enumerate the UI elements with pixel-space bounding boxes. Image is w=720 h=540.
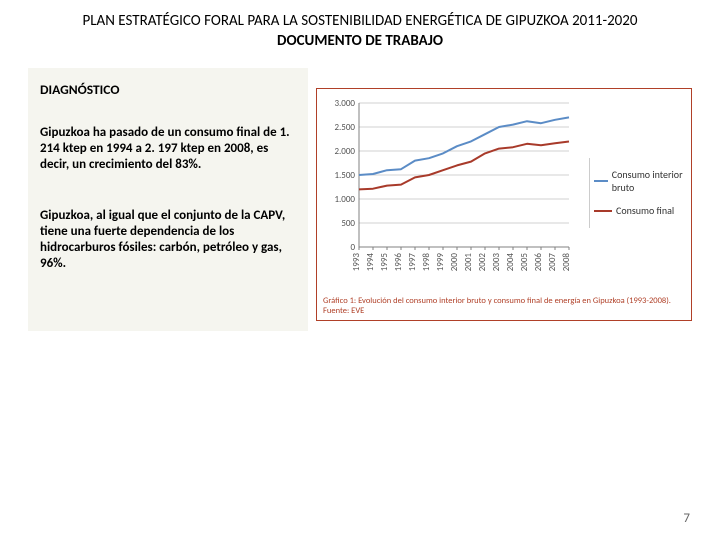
svg-text:1.500: 1.500 bbox=[334, 170, 355, 181]
svg-text:2.500: 2.500 bbox=[334, 122, 355, 133]
svg-text:1998: 1998 bbox=[421, 253, 432, 272]
legend-swatch-final bbox=[594, 210, 612, 212]
svg-text:1995: 1995 bbox=[379, 253, 390, 272]
page-title: PLAN ESTRATÉGICO FORAL PARA LA SOSTENIBI… bbox=[0, 0, 720, 32]
svg-text:2001: 2001 bbox=[463, 253, 474, 272]
legend-label-final: Consumo final bbox=[616, 204, 674, 217]
svg-text:3.000: 3.000 bbox=[334, 98, 355, 109]
svg-text:1993: 1993 bbox=[351, 253, 362, 272]
content-row: DIAGNÓSTICO Gipuzkoa ha pasado de un con… bbox=[0, 68, 720, 331]
svg-text:2003: 2003 bbox=[491, 253, 502, 272]
diagnostic-panel: DIAGNÓSTICO Gipuzkoa ha pasado de un con… bbox=[28, 68, 308, 331]
paragraph-growth: Gipuzkoa ha pasado de un consumo final d… bbox=[40, 125, 296, 174]
svg-text:2000: 2000 bbox=[449, 253, 460, 272]
svg-text:1997: 1997 bbox=[407, 253, 418, 272]
svg-text:1.000: 1.000 bbox=[334, 194, 355, 205]
page-subtitle: DOCUMENTO DE TRABAJO bbox=[0, 32, 720, 68]
svg-text:2004: 2004 bbox=[505, 253, 516, 272]
line-chart-svg: 05001.0001.5002.0002.5003.00019931994199… bbox=[323, 95, 573, 285]
svg-text:1996: 1996 bbox=[393, 253, 404, 272]
chart-inner: 05001.0001.5002.0002.5003.00019931994199… bbox=[323, 95, 685, 290]
svg-text:2.000: 2.000 bbox=[334, 146, 355, 157]
svg-text:500: 500 bbox=[341, 218, 355, 229]
paragraph-fossil: Gipuzkoa, al igual que el conjunto de la… bbox=[40, 208, 296, 273]
svg-text:1999: 1999 bbox=[435, 253, 446, 272]
chart-panel: 05001.0001.5002.0002.5003.00019931994199… bbox=[316, 68, 692, 331]
svg-text:2008: 2008 bbox=[561, 253, 572, 272]
svg-text:0: 0 bbox=[350, 242, 355, 253]
legend-swatch-bruto bbox=[594, 180, 608, 182]
svg-text:2006: 2006 bbox=[533, 253, 544, 272]
svg-text:2007: 2007 bbox=[547, 253, 558, 272]
diagnostic-heading: DIAGNÓSTICO bbox=[40, 82, 296, 99]
svg-text:2005: 2005 bbox=[519, 253, 530, 272]
chart-caption: Gráfico 1: Evolución del consumo interio… bbox=[323, 296, 685, 316]
chart-box: 05001.0001.5002.0002.5003.00019931994199… bbox=[316, 88, 692, 321]
plot-wrap: 05001.0001.5002.0002.5003.00019931994199… bbox=[323, 95, 585, 290]
legend-label-bruto: Consumo interior bruto bbox=[612, 168, 685, 194]
legend-item-final: Consumo final bbox=[594, 204, 685, 217]
page-number: 7 bbox=[683, 511, 690, 526]
svg-text:1994: 1994 bbox=[365, 253, 376, 272]
chart-legend: Consumo interior bruto Consumo final bbox=[589, 158, 685, 228]
legend-item-bruto: Consumo interior bruto bbox=[594, 168, 685, 194]
svg-text:2002: 2002 bbox=[477, 253, 488, 272]
